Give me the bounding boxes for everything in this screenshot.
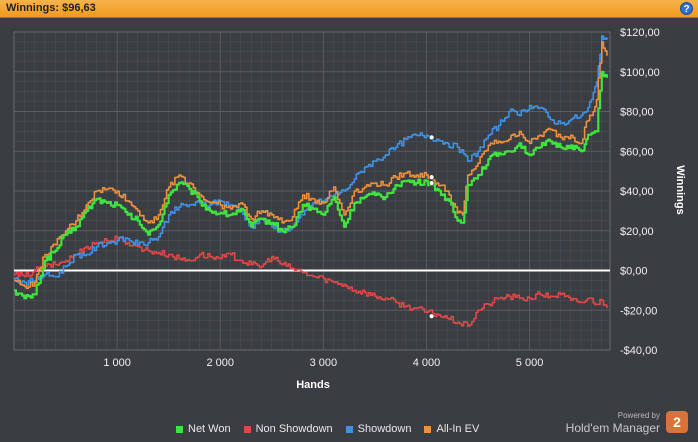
series-layer	[14, 35, 608, 327]
series-line-net-won	[14, 70, 608, 300]
x-tick-label: 4 000	[413, 357, 441, 369]
powered-by-text: Powered by	[617, 411, 660, 420]
y-tick-label: $80,00	[620, 107, 654, 119]
help-icon[interactable]: ?	[680, 2, 693, 15]
legend-swatch	[243, 425, 251, 433]
x-axis-ticks: 1 000 2 000 3 000 4 000 5 000	[103, 357, 543, 369]
legend-swatch	[176, 425, 183, 433]
y-tick-label: $0,00	[620, 266, 648, 278]
y-tick-label: -$20,00	[620, 305, 657, 317]
x-tick-label: 5 000	[516, 357, 544, 369]
legend-label: Non Showdown	[255, 423, 333, 435]
y-tick-label: $120,00	[620, 27, 660, 39]
legend-item[interactable]: All-In EV	[424, 423, 479, 435]
series-line-all-in-ev	[14, 41, 608, 290]
legend-swatch	[345, 425, 353, 433]
legend-label: Net Won	[188, 423, 231, 435]
hover-marker[interactable]	[428, 313, 435, 319]
legend: Net Won Non Showdown Showdown All-In EV	[176, 423, 479, 435]
grid	[13, 31, 611, 351]
winnings-chart: -$40,00 -$20,00 $0,00 $20,00 $40,00 $60,00 $80…	[13, 27, 686, 391]
hm2-logo-icon: 2	[666, 411, 688, 433]
y-tick-label: $60,00	[620, 146, 654, 158]
y-tick-label: $40,00	[620, 186, 654, 198]
y-axis-ticks: -$40,00 -$20,00 $0,00 $20,00 $40,00 $60,00 $80…	[620, 27, 660, 357]
x-tick-label: 1 000	[103, 357, 131, 369]
legend-item[interactable]: Non Showdown	[243, 423, 333, 435]
legend-label: All-In EV	[436, 423, 480, 435]
y-axis-title: Winnings	[674, 165, 686, 214]
legend-item[interactable]: Showdown	[345, 423, 412, 435]
hover-marker[interactable]	[428, 180, 435, 186]
y-tick-label: $20,00	[620, 226, 654, 238]
brand-logo: Powered by Hold'em Manager 2	[566, 409, 690, 437]
y-tick-label: -$40,00	[620, 345, 657, 357]
y-tick-label: $100,00	[620, 67, 660, 79]
x-tick-label: 2 000	[206, 357, 234, 369]
brand-name: Hold'em Manager	[565, 421, 660, 435]
legend-item[interactable]: Net Won	[176, 423, 231, 435]
winnings-title: Winnings: $96,63	[6, 2, 96, 14]
hover-marker[interactable]	[428, 174, 435, 180]
x-tick-label: 3 000	[310, 357, 338, 369]
series-line-showdown	[14, 35, 608, 286]
hover-marker[interactable]	[428, 134, 435, 141]
x-axis-title: Hands	[296, 379, 330, 391]
marker-layer	[428, 134, 435, 319]
plot-frame	[13, 31, 611, 351]
series-line-non-showdown	[14, 235, 608, 327]
legend-swatch	[424, 425, 432, 433]
title-bar: Winnings: $96,63 ?	[0, 0, 698, 18]
legend-label: Showdown	[357, 423, 412, 435]
